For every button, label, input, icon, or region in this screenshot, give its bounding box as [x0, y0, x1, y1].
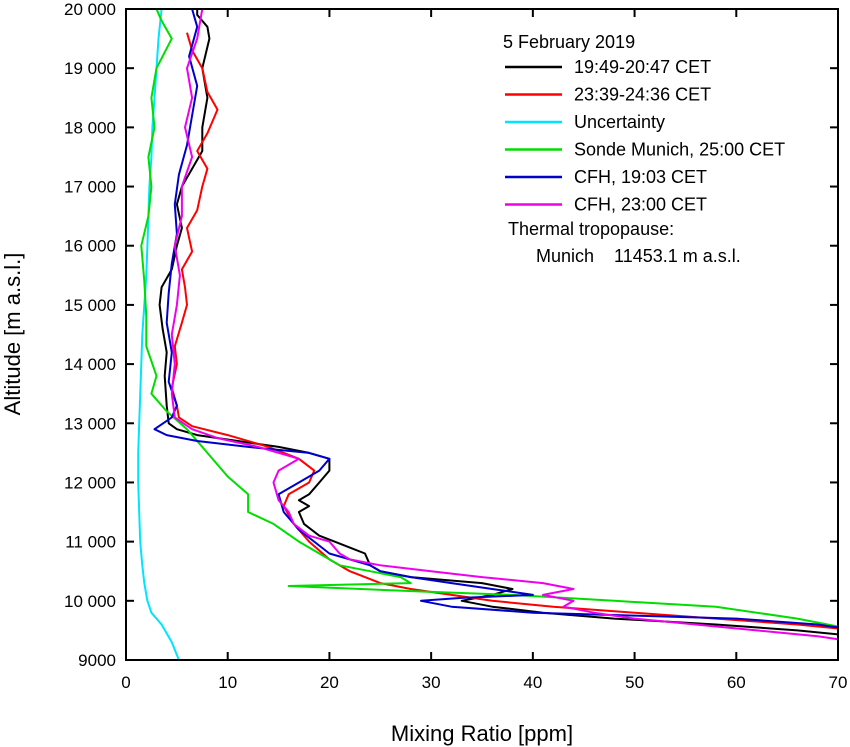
- x-tick-label: 30: [422, 673, 441, 692]
- y-tick-label: 10 000: [64, 592, 116, 611]
- plot-frame: [125, 8, 839, 661]
- y-tick-label: 9000: [78, 651, 116, 670]
- series-line-6: [170, 9, 838, 641]
- series-line-4: [140, 9, 838, 628]
- y-tick-label: 16 000: [64, 237, 116, 256]
- y-tick-label: 18 000: [64, 118, 116, 137]
- axes-layer: 0 10 20 30 40 50 60 70 9000 10 000 11 000 12 000 13 …: [64, 0, 847, 692]
- x-tick-label: 20: [320, 673, 339, 692]
- series-line-1: [158, 9, 838, 636]
- y-tick-label: 20 000: [64, 0, 116, 19]
- y-tick-label: 15 000: [64, 296, 116, 315]
- legend-title: 5 February 2019: [503, 32, 635, 52]
- tropopause-note-title: Thermal tropopause:: [508, 219, 674, 239]
- x-tick-label: 60: [727, 673, 746, 692]
- x-tick-label: 50: [625, 673, 644, 692]
- legend-label: CFH, 19:03 CET: [574, 167, 707, 187]
- y-tick-label: 12 000: [64, 473, 116, 492]
- series-line-2: [170, 32, 838, 630]
- series-line-3: [137, 9, 180, 660]
- x-tick-label: 40: [523, 673, 542, 692]
- legend-label: 23:39-24:36 CET: [574, 85, 711, 105]
- tropopause-note-text: Munich 11453.1 m a.s.l.: [536, 246, 741, 266]
- series-layer: [137, 9, 838, 660]
- y-tick-label: 11 000: [65, 533, 116, 552]
- x-tick-label: 0: [121, 673, 130, 692]
- y-axis-label: Altitude [m a.s.l.]: [0, 253, 25, 416]
- legend-label: CFH, 23:00 CET: [574, 195, 707, 215]
- y-tick-label: 13 000: [64, 414, 116, 433]
- x-tick-label: 10: [218, 673, 237, 692]
- legend-label: Sonde Munich, 25:00 CET: [574, 140, 785, 160]
- series-line-5: [153, 9, 838, 629]
- x-axis-label: Mixing Ratio [ppm]: [391, 721, 573, 746]
- legend: 5 February 2019 19:49-20:47 CET 23:39-24:…: [503, 32, 785, 266]
- y-tick-label: 17 000: [64, 178, 116, 197]
- legend-label: 19:49-20:47 CET: [574, 57, 711, 77]
- y-tick-label: 14 000: [64, 355, 116, 374]
- legend-entries: 19:49-20:47 CET 23:39-24:36 CET Uncertaint…: [505, 57, 785, 215]
- y-tick-label: 19 000: [64, 59, 116, 78]
- legend-label: Uncertainty: [574, 112, 665, 132]
- x-tick-label: 70: [829, 673, 848, 692]
